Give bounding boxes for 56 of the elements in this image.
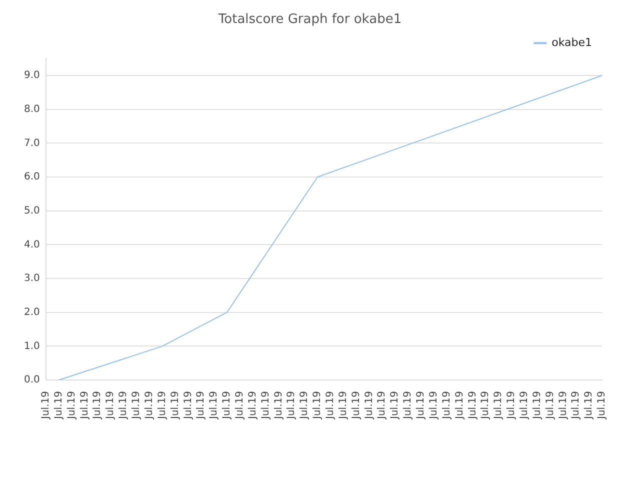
x-tick-label: Jul.19: [558, 391, 569, 420]
x-tick-label: Jul.19: [350, 391, 362, 420]
x-tick-label: Jul.19: [390, 391, 401, 420]
x-tick-label: Jul.19: [131, 391, 142, 420]
x-tick-label: Jul.19: [92, 391, 104, 420]
x-tick-label: Jul.19: [570, 391, 582, 420]
x-tick-label: Jul.19: [40, 391, 52, 420]
x-tick-label: Jul.19: [338, 391, 349, 420]
x-tick-label: Jul.19: [493, 391, 504, 420]
x-tick-label: Jul.19: [170, 391, 181, 420]
x-tick-label: Jul.19: [286, 391, 298, 420]
x-tick-label: Jul.19: [208, 391, 220, 420]
y-tick-label: 3.0: [24, 273, 40, 284]
x-tick-label: Jul.19: [454, 391, 466, 420]
x-tick-label: Jul.19: [247, 391, 258, 420]
x-tick-label: Jul.19: [480, 391, 492, 420]
x-tick-label: Jul.19: [544, 391, 556, 420]
x-tick-label: Jul.19: [118, 391, 130, 420]
x-tick-label: Jul.19: [273, 391, 284, 420]
x-tick-label: Jul.19: [66, 391, 78, 420]
x-tick-label: Jul.19: [596, 391, 608, 420]
x-tick-label: Jul.19: [79, 391, 90, 420]
x-tick-label: Jul.19: [144, 391, 155, 420]
x-tick-label: Jul.19: [416, 391, 427, 420]
y-tick-label: 9.0: [24, 70, 40, 82]
x-tick-label: Jul.19: [325, 391, 336, 420]
x-tick-label: Jul.19: [532, 391, 543, 420]
y-tick-label: 6.0: [24, 172, 40, 183]
x-tick-label: Jul.19: [402, 391, 414, 420]
chart-title: Totalscore Graph for okabe1: [217, 12, 402, 28]
x-tick-label: Jul.19: [441, 391, 452, 420]
y-tick-label: 0.0: [24, 374, 40, 386]
x-tick-label: Jul.19: [53, 391, 64, 420]
x-tick-label: Jul.19: [519, 391, 530, 420]
x-tick-label: Jul.19: [312, 391, 324, 420]
x-tick-label: Jul.19: [260, 391, 272, 420]
x-tick-label: Jul.19: [196, 391, 207, 420]
y-tick-label: 1.0: [24, 340, 40, 352]
x-tick-label: Jul.19: [506, 391, 518, 420]
x-tick-label: Jul.19: [299, 391, 310, 420]
x-tick-label: Jul.19: [467, 391, 478, 420]
x-tick-label: Jul.19: [364, 391, 375, 420]
x-tick-label: Jul.19: [156, 391, 168, 420]
x-tick-label: Jul.19: [428, 391, 440, 420]
x-tick-label: Jul.19: [222, 391, 233, 420]
x-tick-label: Jul.19: [182, 391, 194, 420]
y-tick-label: 2.0: [24, 306, 40, 318]
y-tick-label: 5.0: [24, 205, 40, 216]
legend-label: okabe1: [552, 36, 592, 49]
y-tick-label: 4.0: [24, 239, 40, 250]
x-tick-label: Jul.19: [584, 391, 595, 420]
x-tick-label: Jul.19: [105, 391, 116, 420]
x-tick-label: Jul.19: [234, 391, 246, 420]
x-tick-label: Jul.19: [376, 391, 388, 420]
y-tick-label: 8.0: [24, 104, 40, 115]
y-tick-label: 7.0: [24, 138, 40, 149]
